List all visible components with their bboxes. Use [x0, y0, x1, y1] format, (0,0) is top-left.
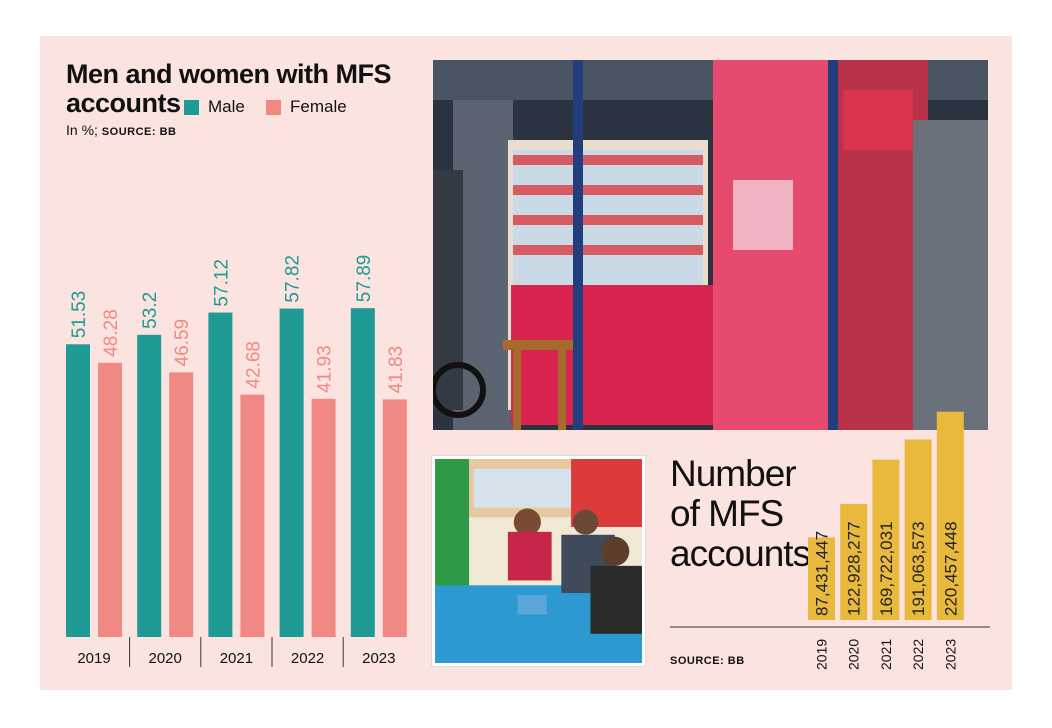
label-female-2023: 41.83 [386, 346, 407, 394]
bar-accounts-2021 [872, 459, 900, 620]
label-female-2022: 41.93 [315, 345, 336, 393]
label-accounts-2019: 87,431,447 [813, 531, 832, 616]
bar-accounts-2023 [936, 411, 964, 620]
label-male-2020: 53.2 [140, 292, 161, 329]
title-line-1: Men and women with MFS [66, 59, 392, 89]
year-tick-2023: 2023 [362, 650, 395, 667]
right-title-line-3: accounts [670, 533, 811, 574]
subtitle-source: SOURCE: BB [101, 126, 177, 138]
year-tick-2020: 2020 [149, 650, 182, 667]
right-year-tick-2023: 2023 [942, 639, 958, 670]
label-female-2019: 48.28 [101, 309, 122, 357]
label-male-2022: 57.82 [283, 255, 304, 303]
label-male-2021: 57.12 [211, 259, 232, 307]
mobile-shop-photo [432, 456, 645, 666]
right-chart-source: SOURCE: BB [670, 655, 745, 667]
label-male-2023: 57.89 [354, 255, 375, 303]
label-male-2019: 51.53 [69, 291, 90, 339]
bar-female-2020 [169, 372, 194, 637]
right-title-line-1: Number [670, 453, 797, 494]
bar-male-2023 [350, 308, 375, 637]
accounts-bar-chart: 87,431,447 2019 122,928,277 2020 169,722,031… [670, 411, 990, 670]
bar-accounts-2019 [808, 537, 835, 620]
year-tick-2021: 2021 [220, 650, 253, 667]
label-female-2021: 42.68 [243, 341, 264, 389]
legend-male-label: Male [208, 97, 245, 116]
label-female-2020: 46.59 [172, 319, 193, 367]
bar-male-2021 [208, 312, 233, 637]
right-year-tick-2021: 2021 [878, 639, 894, 670]
right-title-line-2: of MFS [670, 493, 784, 534]
gender-bar-chart: 51.53 48.28 2019 53.2 46.59 2020 57.12 42.68 202… [66, 255, 407, 667]
label-accounts-2022: 191,063,573 [909, 521, 928, 616]
bar-male-2020 [137, 334, 162, 637]
bar-female-2019 [98, 362, 122, 637]
label-accounts-2021: 169,722,031 [877, 521, 896, 616]
label-accounts-2020: 122,928,277 [845, 521, 864, 616]
legend-male-swatch [184, 99, 199, 115]
legend-female-swatch [266, 99, 281, 115]
bar-male-2022 [279, 308, 304, 637]
right-year-tick-2022: 2022 [910, 639, 926, 670]
bar-accounts-2020 [840, 503, 868, 620]
legend-female: Female [266, 96, 347, 118]
legend-male: Male [184, 96, 245, 118]
bar-female-2022 [311, 398, 336, 637]
title-line-2: accounts [66, 88, 181, 118]
year-tick-2022: 2022 [291, 650, 324, 667]
bar-female-2023 [382, 399, 407, 637]
subtitle-unit: In %; [66, 122, 102, 138]
bar-male-2019 [66, 344, 90, 637]
pharmacy-shop-photo [433, 60, 988, 430]
legend-female-label: Female [290, 97, 347, 116]
bar-female-2021 [240, 394, 265, 637]
left-chart-subtitle: In %; SOURCE: BB [66, 122, 176, 138]
right-chart-title: Number of MFS accounts [670, 453, 811, 574]
label-accounts-2023: 220,457,448 [941, 521, 960, 616]
year-tick-2019: 2019 [77, 650, 110, 667]
left-chart-title: Men and women with MFS accounts [66, 60, 406, 118]
right-year-tick-2020: 2020 [846, 639, 862, 670]
right-year-tick-2019: 2019 [814, 639, 830, 670]
bar-accounts-2022 [904, 439, 932, 620]
